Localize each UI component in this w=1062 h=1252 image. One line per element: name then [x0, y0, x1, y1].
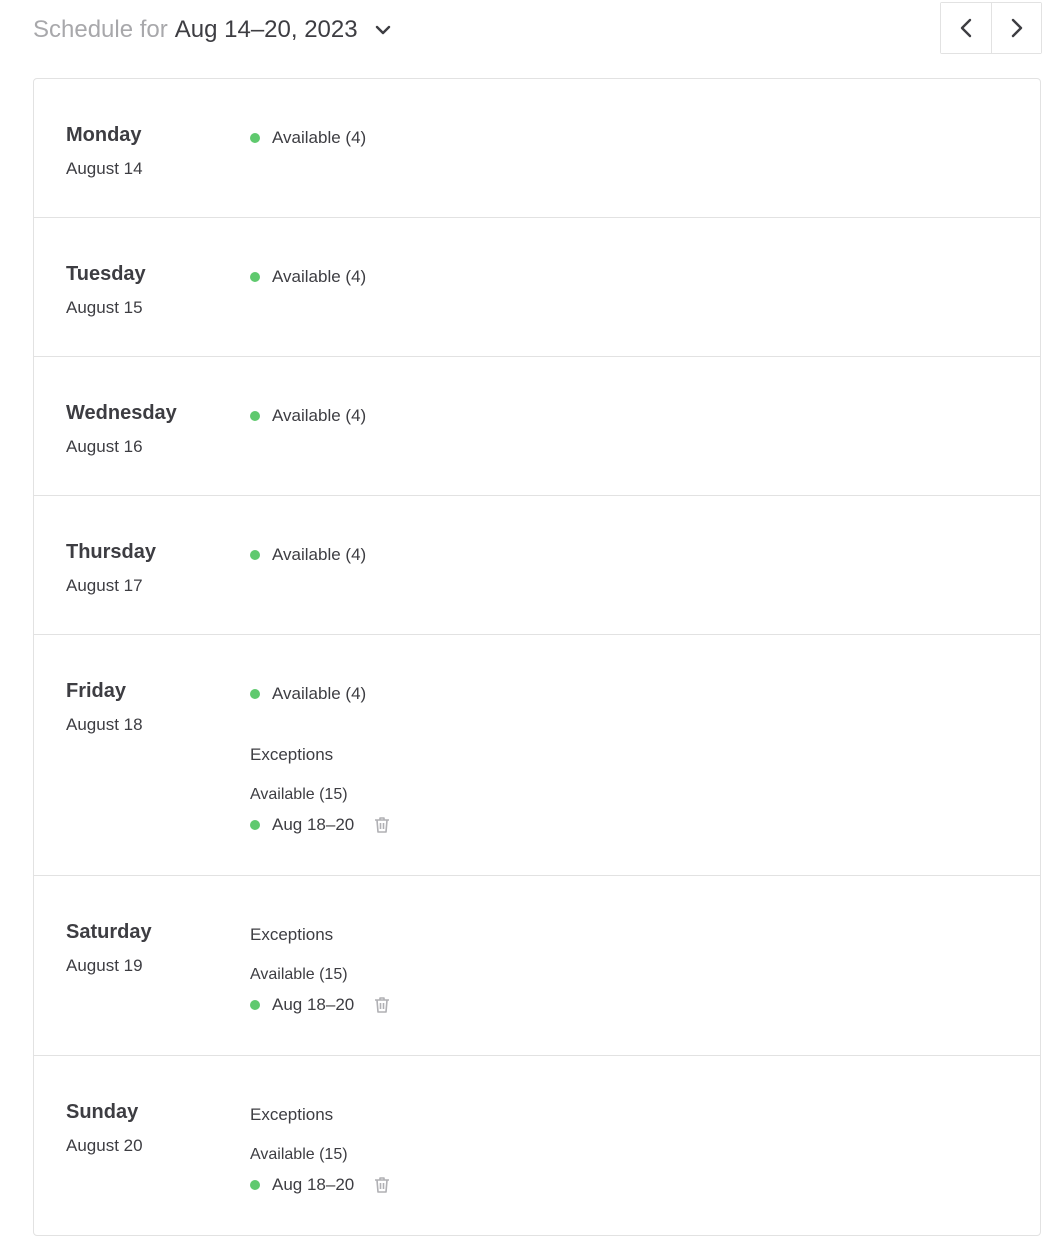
exception-range[interactable]: Aug 18–20: [272, 995, 355, 1014]
day-name: Monday: [66, 124, 142, 146]
chevron-down-icon[interactable]: [374, 24, 392, 36]
chevron-right-icon: [1011, 18, 1022, 38]
day-name: Friday: [66, 680, 127, 702]
day-availability: Available (4): [250, 260, 366, 320]
availability-label: Available (4): [272, 267, 367, 286]
availability-label: Available (4): [272, 684, 367, 703]
day-date: August 15: [66, 298, 143, 317]
trash-icon[interactable]: [372, 995, 392, 1015]
day-availability: Exceptions Available (15) Aug 18–20: [250, 918, 392, 1019]
day-row: Tuesday August 15 Available (4): [34, 217, 1040, 356]
availability-status: Available (4): [250, 680, 392, 708]
available-dot-icon: [250, 820, 260, 830]
day-row: Thursday August 17 Available (4): [34, 495, 1040, 634]
day-name: Thursday: [66, 541, 157, 563]
day-name: Tuesday: [66, 263, 146, 285]
next-week-button[interactable]: [991, 3, 1041, 53]
available-dot-icon: [250, 1000, 260, 1010]
day-info: Saturday August 19: [66, 918, 250, 1019]
exception-label: Available (15): [250, 966, 348, 983]
day-date: August 19: [66, 956, 143, 975]
trash-icon[interactable]: [372, 815, 392, 835]
week-nav: [940, 2, 1042, 54]
day-row: Monday August 14 Available (4): [34, 79, 1040, 217]
available-dot-icon: [250, 550, 260, 560]
schedule-card: Monday August 14 Available (4) Tuesday Augus…: [33, 78, 1041, 1236]
available-dot-icon: [250, 1180, 260, 1190]
availability-status: Available (4): [250, 402, 366, 430]
schedule-header: Schedule for Aug 14–20, 2023: [33, 12, 392, 48]
exceptions-heading: Exceptions: [250, 745, 334, 764]
day-date: August 20: [66, 1136, 143, 1155]
day-info: Thursday August 17: [66, 538, 250, 598]
exception-label: Available (15): [250, 1146, 348, 1163]
day-row: Saturday August 19 Exceptions Available (1…: [34, 875, 1040, 1055]
day-info: Sunday August 20: [66, 1098, 250, 1199]
exception-item: Aug 18–20: [250, 1171, 392, 1199]
day-info: Tuesday August 15: [66, 260, 250, 320]
schedule-range[interactable]: Aug 14–20, 2023: [174, 16, 358, 43]
day-name: Sunday: [66, 1101, 139, 1123]
day-availability: Available (4): [250, 399, 366, 459]
day-info: Monday August 14: [66, 121, 250, 181]
available-dot-icon: [250, 411, 260, 421]
availability-status: Available (4): [250, 124, 366, 152]
day-date: August 14: [66, 159, 143, 178]
exception-item: Aug 18–20: [250, 991, 392, 1019]
day-row: Friday August 18 Available (4) Exceptions A…: [34, 634, 1040, 875]
exceptions-heading: Exceptions: [250, 1105, 334, 1124]
day-date: August 16: [66, 437, 143, 456]
day-name: Wednesday: [66, 402, 177, 424]
availability-label: Available (4): [272, 128, 367, 147]
trash-icon[interactable]: [372, 1175, 392, 1195]
day-date: August 17: [66, 576, 143, 595]
availability-label: Available (4): [272, 406, 367, 425]
available-dot-icon: [250, 689, 260, 699]
day-row: Wednesday August 16 Available (4): [34, 356, 1040, 495]
exception-range[interactable]: Aug 18–20: [272, 1175, 355, 1194]
day-availability: Available (4) Exceptions Available (15) A…: [250, 677, 392, 839]
day-availability: Available (4): [250, 538, 366, 598]
exception-item: Aug 18–20: [250, 811, 392, 839]
day-availability: Available (4): [250, 121, 366, 181]
availability-status: Available (4): [250, 263, 366, 291]
availability-label: Available (4): [272, 545, 367, 564]
exception-label: Available (15): [250, 786, 348, 803]
previous-week-button[interactable]: [941, 3, 991, 53]
chevron-left-icon: [960, 18, 972, 38]
schedule-prefix: Schedule for: [33, 16, 168, 43]
available-dot-icon: [250, 272, 260, 282]
day-date: August 18: [66, 715, 143, 734]
exception-range[interactable]: Aug 18–20: [272, 815, 355, 834]
day-info: Friday August 18: [66, 677, 250, 839]
day-name: Saturday: [66, 921, 152, 943]
exceptions-heading: Exceptions: [250, 925, 334, 944]
day-row: Sunday August 20 Exceptions Available (15)…: [34, 1055, 1040, 1235]
availability-status: Available (4): [250, 541, 366, 569]
available-dot-icon: [250, 133, 260, 143]
day-info: Wednesday August 16: [66, 399, 250, 459]
day-availability: Exceptions Available (15) Aug 18–20: [250, 1098, 392, 1199]
